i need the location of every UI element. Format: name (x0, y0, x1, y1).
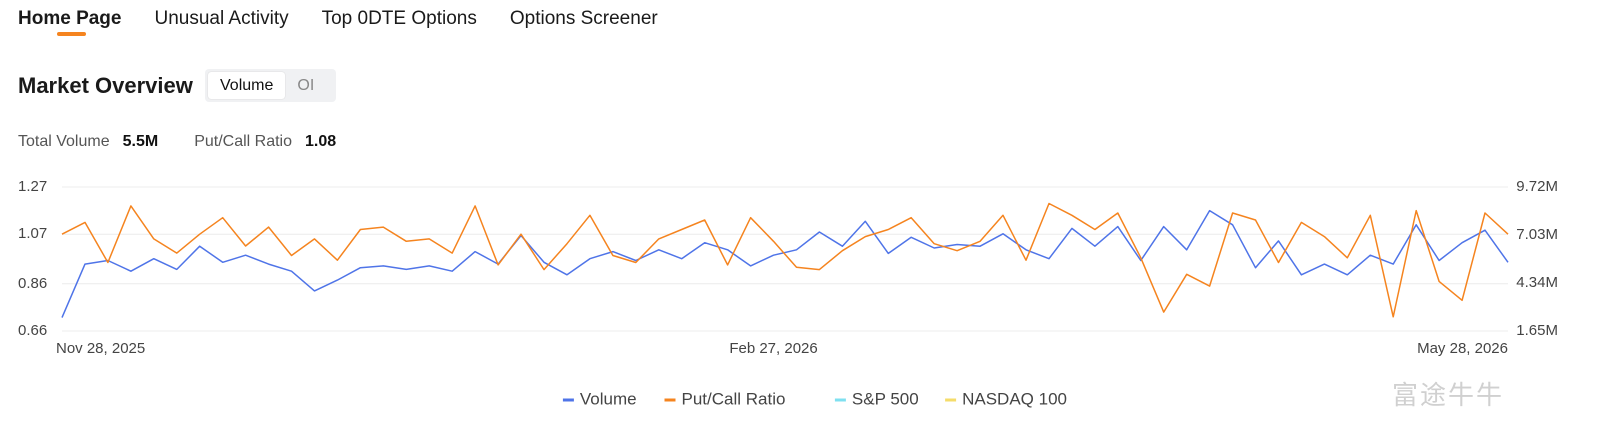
nav-tab[interactable]: Unusual Activity (154, 8, 289, 29)
nav-tabs: Home Page Unusual Activity Top 0DTE Option… (18, 6, 658, 36)
series-line (61, 202, 1509, 318)
section-title: Market Overview (18, 73, 193, 98)
toggle-option[interactable]: Volume (208, 72, 286, 99)
stats: Total Volume 5.5M Put/Call Ratio 1.08 (18, 133, 336, 151)
y2-tick-label: 1.65M (1516, 322, 1558, 339)
y2-tick-label: 4.34M (1516, 274, 1558, 291)
stat: Total Volume 5.5M (18, 133, 158, 151)
nav-tab[interactable]: Options Screener (509, 8, 658, 29)
stat: Put/Call Ratio 1.08 (194, 133, 336, 151)
nav-tab[interactable]: Top 0DTE Options (321, 8, 477, 29)
y-tick-label: 0.86 (18, 275, 47, 292)
x-tick-label: Feb 27, 2026 (729, 340, 817, 357)
y2-tick-label: 9.72M (1516, 178, 1558, 195)
legend-label: Put/Call Ratio (682, 389, 786, 408)
x-tick-label: Nov 28, 2025 (56, 340, 145, 357)
legend-label: S&P 500 (852, 389, 919, 408)
stat-value: 5.5M (122, 133, 159, 150)
legend-label: NASDAQ 100 (962, 389, 1067, 408)
toggle-option[interactable]: OI (297, 77, 315, 94)
y-tick-label: 0.66 (18, 322, 47, 339)
y-tick-label: 1.27 (18, 178, 47, 195)
y-tick-label: 1.07 (18, 225, 47, 242)
nav-tab[interactable]: Home Page (18, 6, 121, 36)
y2-tick-label: 7.03M (1516, 226, 1558, 243)
x-tick-label: May 28, 2026 (1417, 340, 1508, 357)
metric-toggle: Volume OI (205, 69, 336, 102)
legend-label: Volume (580, 389, 637, 408)
active-underline (57, 32, 86, 36)
watermark: 富途牛牛 (1392, 381, 1505, 411)
stat-value: 1.08 (305, 133, 337, 150)
series-line (61, 209, 1509, 318)
stat-label: Total Volume (18, 133, 110, 150)
stat-label: Put/Call Ratio (194, 133, 293, 150)
